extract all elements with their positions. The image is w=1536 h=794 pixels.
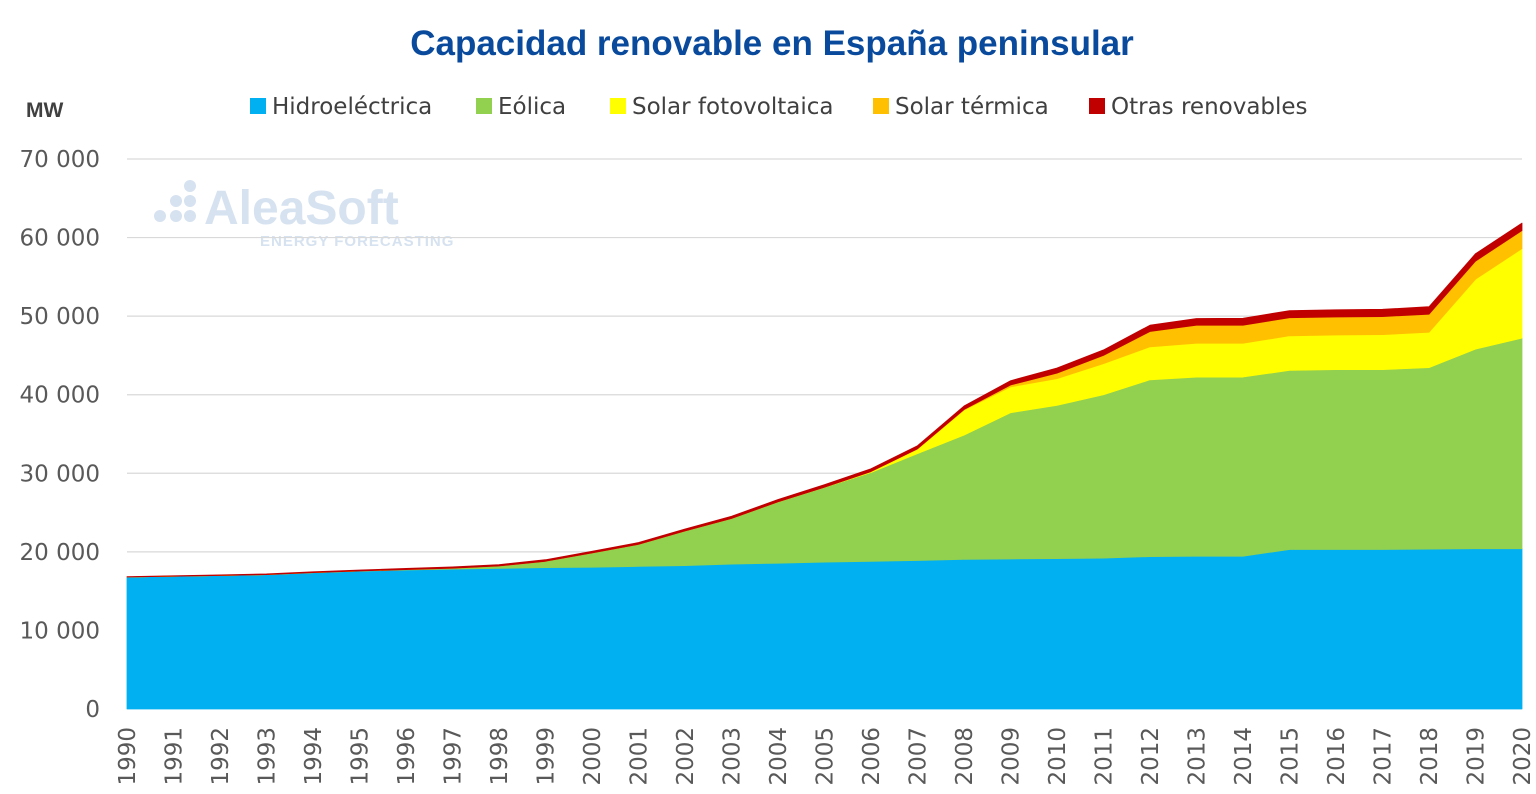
legend-label-hidroelectrica: Hidroeléctrica: [272, 94, 432, 120]
x-axis: 1990 1991 1992 1993 1994 1995 1996 1997 1998 1999…: [115, 727, 1536, 786]
x-tick-label: 1992: [208, 727, 234, 786]
y-axis-unit: MW: [26, 99, 63, 122]
y-tick-label: 0: [85, 697, 100, 723]
watermark-tagline: ENERGY FORECASTING: [260, 233, 454, 250]
y-tick-label: 30 000: [20, 461, 100, 487]
x-tick-label: 2004: [766, 727, 792, 786]
x-tick-label: 2009: [999, 727, 1025, 786]
area-eolica: [126, 337, 1523, 578]
x-tick-label: 1991: [162, 727, 188, 786]
legend-swatch-otras-renovables: [1089, 98, 1105, 114]
x-tick-label: 1996: [394, 727, 420, 786]
legend-swatch-hidroelectrica: [250, 98, 266, 114]
y-tick-label: 60 000: [20, 226, 100, 252]
legend-label-otras-renovables: Otras renovables: [1111, 94, 1308, 120]
y-tick-label: 20 000: [20, 540, 100, 566]
x-tick-label: 1993: [255, 727, 281, 786]
y-tick-label: 50 000: [20, 304, 100, 330]
x-tick-label: 1994: [301, 727, 327, 786]
x-tick-label: 2006: [859, 727, 885, 786]
watermark-logo: AleaSoft ENERGY FORECASTING: [154, 180, 454, 250]
x-tick-label: 2010: [1045, 727, 1071, 786]
watermark-dots-icon: [154, 180, 196, 222]
x-tick-label: 2002: [673, 727, 699, 786]
legend-label-solar-termica: Solar térmica: [895, 94, 1049, 120]
y-tick-label: 70 000: [20, 147, 100, 173]
x-tick-label: 2008: [952, 727, 978, 786]
gridlines: [127, 158, 1522, 632]
x-tick-label: 2011: [1092, 727, 1118, 786]
x-tick-label: 2000: [580, 727, 606, 786]
legend: Hidroeléctrica Eólica Solar fotovoltaica So…: [250, 94, 1308, 120]
plot-areas: [126, 222, 1523, 710]
legend-swatch-solar-termica: [873, 98, 889, 114]
x-tick-label: 2019: [1464, 727, 1490, 786]
x-tick-label: 2003: [720, 727, 746, 786]
x-tick-label: 2016: [1324, 727, 1350, 786]
x-tick-label: 2015: [1278, 727, 1304, 786]
x-tick-label: 2020: [1510, 727, 1536, 786]
y-tick-label: 10 000: [20, 618, 100, 644]
x-tick-label: 2013: [1185, 727, 1211, 786]
x-tick-label: 1990: [115, 727, 141, 786]
x-tick-label: 1997: [441, 727, 467, 786]
x-tick-label: 2012: [1138, 727, 1164, 786]
x-tick-label: 1999: [534, 727, 560, 786]
x-tick-label: 2017: [1371, 727, 1397, 786]
legend-label-solar-fotovoltaica: Solar fotovoltaica: [632, 94, 834, 120]
y-tick-label: 40 000: [20, 383, 100, 409]
legend-label-eolica: Eólica: [498, 94, 566, 120]
x-tick-label: 2014: [1231, 727, 1257, 786]
x-tick-label: 1998: [487, 727, 513, 786]
y-axis: 0 10 000 20 000 30 000 40 000 50 000 60 000 70 …: [20, 147, 100, 723]
legend-swatch-solar-fotovoltaica: [610, 98, 626, 114]
x-tick-label: 2007: [906, 727, 932, 786]
area-otras-renovables: [126, 222, 1523, 578]
area-hidroelectrica: [126, 548, 1523, 710]
x-tick-label: 2018: [1417, 727, 1443, 786]
watermark-brand: AleaSoft: [204, 182, 399, 235]
x-tick-label: 2001: [627, 727, 653, 786]
x-tick-label: 2005: [813, 727, 839, 786]
x-tick-label: 1995: [348, 727, 374, 786]
chart-title: Capacidad renovable en España peninsular: [410, 24, 1134, 63]
legend-swatch-eolica: [476, 98, 492, 114]
